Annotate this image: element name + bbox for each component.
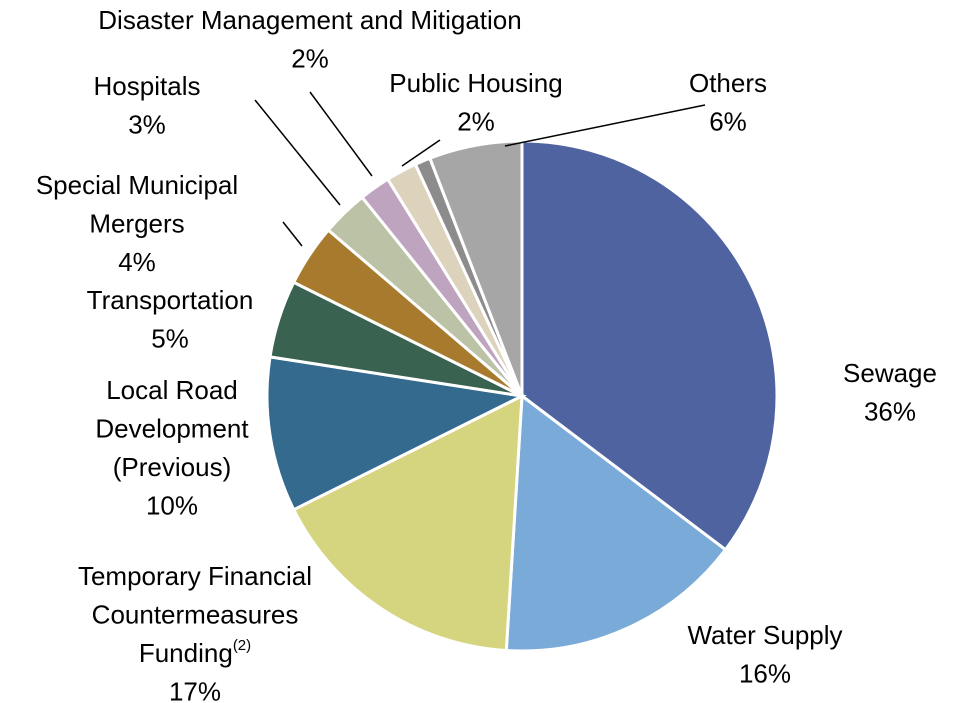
slice <box>504 393 728 653</box>
label-line: Special Municipal <box>36 170 238 200</box>
percent-label: 4% <box>118 247 156 277</box>
label-line: Others <box>689 68 767 98</box>
slice-label: Public Housing <box>389 68 562 98</box>
leader-line <box>309 91 373 177</box>
label-line: Water Supply <box>687 620 842 650</box>
slice-label: Hospitals <box>94 71 201 101</box>
label-line: Countermeasures <box>92 599 299 629</box>
slice-label: Local Road Development (Previous) <box>95 375 249 482</box>
slice-label: Temporary Financial Countermeasures Fundin… <box>78 561 312 668</box>
slice-label: Disaster Management and Mitigation <box>98 5 521 35</box>
slice-label: Transportation <box>87 285 254 315</box>
leader-line <box>401 139 441 167</box>
label-line: Funding <box>139 638 233 668</box>
slice-label: Special Municipal Mergers <box>36 170 238 239</box>
label-line: Mergers <box>89 208 184 238</box>
pie <box>265 139 779 653</box>
label-line: Public Housing <box>389 68 562 98</box>
label-line: Sewage <box>843 358 937 388</box>
slice-label: Sewage <box>843 358 937 388</box>
slice <box>427 139 524 397</box>
percent-label: 10% <box>146 490 198 520</box>
slice-label: Others <box>689 68 767 98</box>
labels: Sewage 36% Water Supply 16% Temporary Financ… <box>36 5 937 703</box>
percent-label: 17% <box>169 676 221 703</box>
footnote-mark: (2) <box>233 637 251 654</box>
leader-line <box>504 104 706 147</box>
label-line: Disaster Management and Mitigation <box>98 5 521 35</box>
percent-label: 16% <box>739 658 791 688</box>
label-line: (Previous) <box>113 452 231 482</box>
label-line: Hospitals <box>94 71 201 101</box>
percent-label: 6% <box>709 106 747 136</box>
slice-label: Water Supply <box>687 620 842 650</box>
label-line: Transportation <box>87 285 254 315</box>
slice <box>520 139 779 552</box>
label-line: Development <box>95 413 249 443</box>
slice <box>265 355 527 512</box>
leader-line <box>254 99 341 206</box>
percent-label: 3% <box>128 109 166 139</box>
slice <box>291 393 524 653</box>
percent-label: 5% <box>151 323 189 353</box>
percent-label: 2% <box>457 106 495 136</box>
label-line: Local Road <box>106 375 238 405</box>
label-line: Temporary Financial <box>78 561 312 591</box>
leader-line <box>282 221 303 247</box>
percent-label: 2% <box>291 43 329 73</box>
percent-label: 36% <box>864 396 916 426</box>
